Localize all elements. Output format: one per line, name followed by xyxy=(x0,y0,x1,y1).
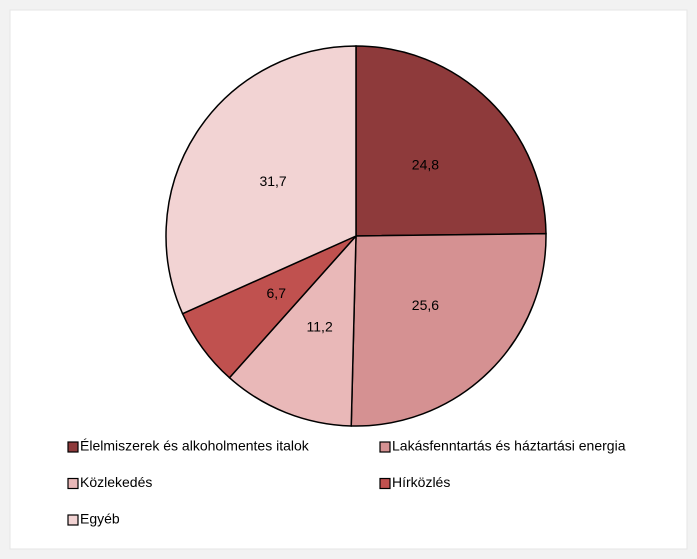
pie-slice xyxy=(355,45,547,237)
legend-label: Közlekedés xyxy=(80,474,152,490)
legend-swatch xyxy=(379,441,391,453)
legend-swatch xyxy=(67,441,79,453)
legend-label: Lakásfenntartás és háztartási energia xyxy=(392,438,626,454)
pie-slice xyxy=(350,232,547,427)
data-label: 6,7 xyxy=(267,285,287,301)
legend-label: Hírközlés xyxy=(392,474,450,490)
data-label: 31,7 xyxy=(259,173,286,189)
data-label: 25,6 xyxy=(412,297,439,313)
legend-swatch xyxy=(67,514,79,526)
data-label: 11,2 xyxy=(307,319,333,335)
pie-slice xyxy=(228,233,357,427)
legend-swatch xyxy=(67,477,79,490)
pie-slice xyxy=(165,45,357,315)
legend-swatch xyxy=(379,477,391,490)
data-label: 24,8 xyxy=(412,156,439,172)
legend-label: Egyéb xyxy=(80,511,120,527)
legend-label: Élelmiszerek és alkoholmentes italok xyxy=(80,438,310,454)
